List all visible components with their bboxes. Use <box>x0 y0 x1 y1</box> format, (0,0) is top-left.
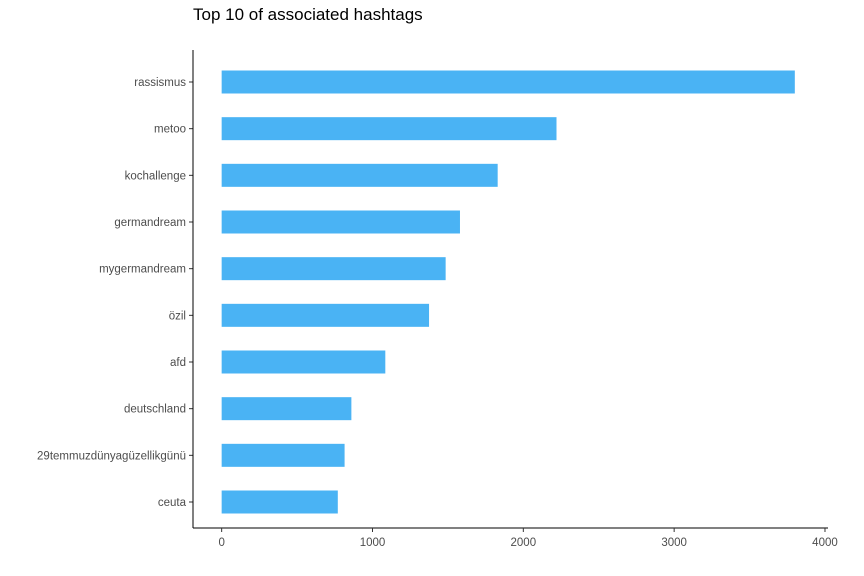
y-tick-label: ceuta <box>158 497 187 509</box>
bar-afd <box>221 350 386 374</box>
y-tick-label: metoo <box>154 124 186 136</box>
bar-deutschland <box>221 397 352 421</box>
y-tick-label: germandream <box>114 217 186 229</box>
y-axis-labels: rassismus metoo kochallenge germandream myge… <box>37 77 193 509</box>
bar-rassismus <box>221 70 795 94</box>
x-tick-label: 3000 <box>661 537 687 549</box>
y-tick-label: rassismus <box>134 77 186 89</box>
y-tick-label: mygermandream <box>99 264 186 276</box>
x-axis-ticks: 0 1000 2000 3000 4000 <box>218 528 838 549</box>
x-tick-label: 2000 <box>511 537 537 549</box>
y-tick-label: afd <box>170 357 186 369</box>
x-tick-label: 0 <box>218 537 224 549</box>
y-tick-label: deutschland <box>124 404 186 416</box>
x-tick-label: 1000 <box>360 537 386 549</box>
chart-title: Top 10 of associated hashtags <box>193 5 423 24</box>
y-tick-label: 29temmuzdünyagüzellikgünü <box>37 450 186 462</box>
bar-özil <box>221 303 430 327</box>
bar-germandream <box>221 210 460 234</box>
bar-29temmuzdünyagüzellikgünü <box>221 443 345 467</box>
bar-kochallenge <box>221 163 498 187</box>
bar-ceuta <box>221 490 338 514</box>
bars <box>221 70 795 514</box>
x-tick-label: 4000 <box>812 537 838 549</box>
y-tick-label: özil <box>169 310 186 322</box>
y-tick-label: kochallenge <box>125 170 186 182</box>
bar-metoo <box>221 117 557 141</box>
bar-mygermandream <box>221 257 446 281</box>
